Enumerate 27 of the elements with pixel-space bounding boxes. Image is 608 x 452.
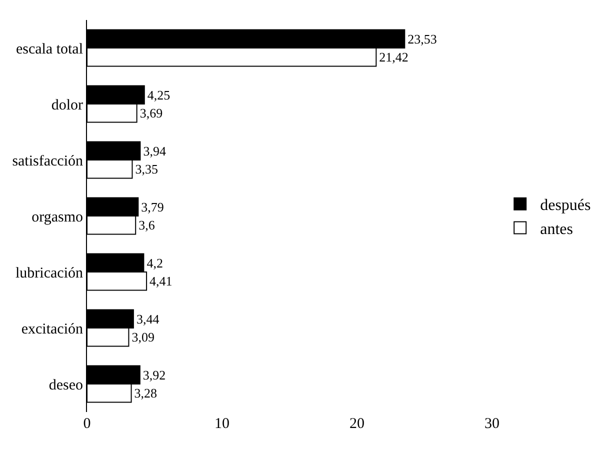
data-label: 3,94 xyxy=(143,143,166,158)
y-tick-label: satisfacción xyxy=(12,153,84,170)
legend-label: antes xyxy=(540,220,573,238)
y-tick-label: orgasmo xyxy=(32,209,83,226)
data-label: 21,42 xyxy=(379,50,408,65)
x-tick-label: 0 xyxy=(83,416,91,432)
data-label: 3,6 xyxy=(138,218,156,233)
data-label: 3,35 xyxy=(135,162,158,177)
y-tick-label: deseo xyxy=(48,377,83,394)
x-tick-label: 10 xyxy=(214,416,230,432)
y-tick-label: excitación xyxy=(21,321,84,338)
data-label: 3,09 xyxy=(132,330,154,345)
data-label: 23,53 xyxy=(408,31,437,46)
y-tick-label: escala total xyxy=(16,41,83,58)
data-label: 3,92 xyxy=(142,367,166,382)
data-label: 3,69 xyxy=(140,106,163,121)
data-label: 4,25 xyxy=(147,87,170,102)
y-tick-label: lubricación xyxy=(16,265,84,282)
data-label: 4,2 xyxy=(146,255,163,270)
data-label: 4,41 xyxy=(150,274,172,289)
data-label: 3,28 xyxy=(134,386,158,401)
y-tick-label: dolor xyxy=(51,97,83,114)
x-tick-label: 20 xyxy=(350,416,364,432)
data-label: 3,44 xyxy=(136,311,160,326)
data-label: 3,79 xyxy=(141,199,164,214)
legend-label: después xyxy=(540,197,591,214)
x-tick-label: 30 xyxy=(484,416,500,432)
